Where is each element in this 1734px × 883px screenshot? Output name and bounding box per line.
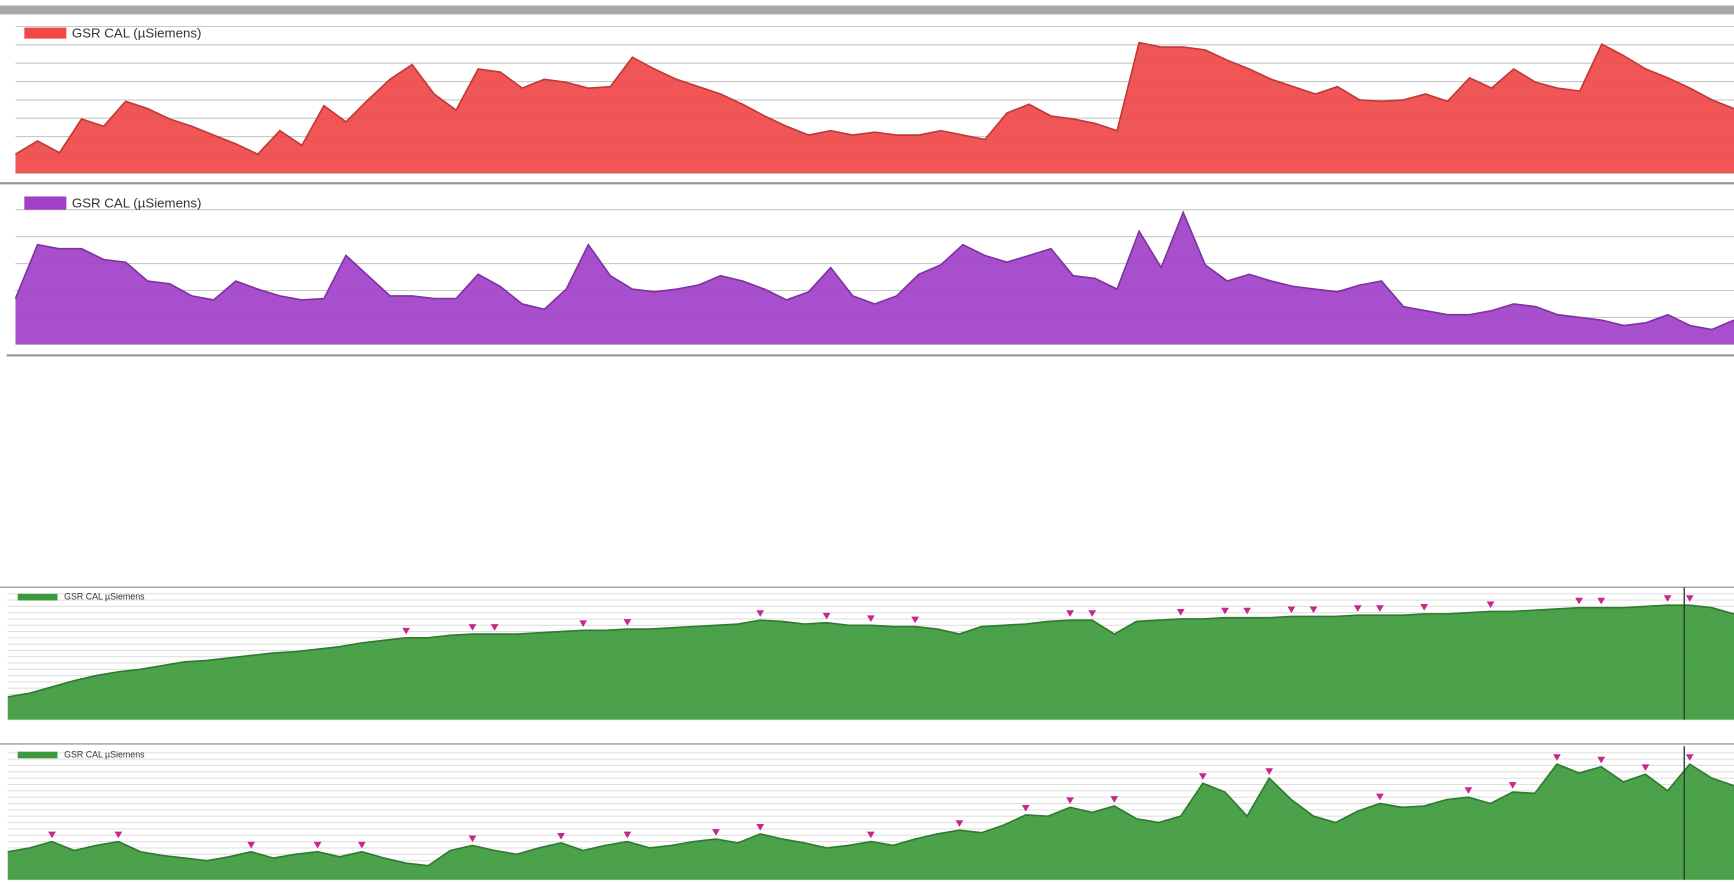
peak-marker [1110,796,1119,803]
peak-marker [1663,595,1672,602]
legend-swatch [17,593,58,601]
peak-marker [468,624,477,631]
peak-marker [1021,805,1030,812]
peak-marker [1641,764,1650,772]
legend-label: GSR CAL µSiemens [64,591,145,601]
peak-marker [867,615,875,622]
peak-marker [402,627,410,635]
peak-marker [1685,595,1694,602]
peak-marker [867,831,875,839]
peak-marker [623,831,632,839]
peak-marker [48,831,56,839]
area [15,212,1734,345]
peak-marker [1685,754,1694,761]
peak-marker [579,620,588,627]
peak-marker [1066,610,1074,617]
peak-marker [490,624,499,631]
peak-marker [1376,793,1384,801]
area [7,605,1734,720]
peak-marker [756,824,765,831]
peak-marker [756,610,765,617]
peak-marker [1420,604,1429,611]
peak-marker [1553,754,1561,761]
peak-marker [1508,782,1517,789]
peak-marker [468,835,477,843]
legend-label: GSR CAL (µSiemens) [72,196,201,211]
peak-marker [1243,607,1251,615]
top-bar [0,5,1734,15]
peak-marker [1265,768,1274,775]
peak-marker [1486,601,1495,609]
legend-swatch [24,27,67,39]
peak-marker [1597,756,1606,764]
peak-marker [1287,606,1296,614]
legend-label: GSR CAL µSiemens [64,749,145,759]
peak-marker [313,841,322,849]
peak-marker [1376,605,1384,612]
peak-marker [1221,607,1229,615]
peak-marker [955,820,964,827]
area-outline [15,41,1734,156]
peak-marker [1464,787,1473,794]
legend-swatch [24,196,67,210]
peak-marker [1575,597,1583,605]
area [7,764,1734,880]
peak-marker [623,619,632,626]
peak-marker [1309,606,1318,614]
peak-marker [357,841,366,849]
legend-swatch [17,751,58,759]
peak-marker [247,841,256,849]
peak-marker [1066,797,1074,805]
peak-marker [822,612,831,620]
legend-label: GSR CAL (µSiemens) [72,26,201,41]
area-outline [7,604,1734,698]
area-outline [7,763,1734,867]
peak-marker [712,829,720,836]
peak-marker [1353,605,1362,612]
peak-marker [557,832,565,840]
area-outline [14,210,1734,331]
peak-marker [1198,773,1207,780]
peak-marker [1088,610,1097,617]
peak-marker [1176,609,1185,616]
area [15,42,1734,174]
peak-marker [911,616,920,624]
peak-marker [114,831,123,839]
peak-marker [1597,597,1606,605]
